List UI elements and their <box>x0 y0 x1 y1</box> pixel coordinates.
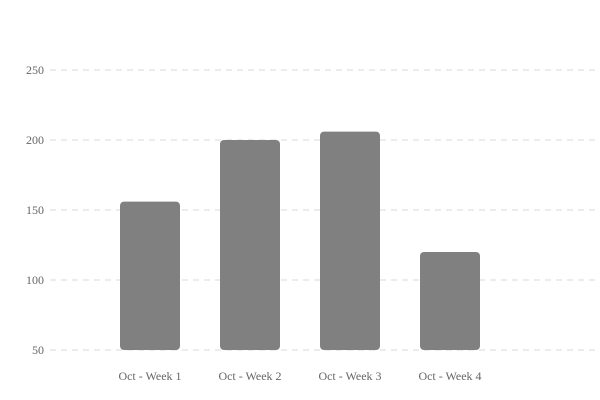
y-axis-ticks: 50 100 150 200 250 <box>26 63 44 357</box>
x-category-label: Oct - Week 3 <box>318 369 381 383</box>
bar-3[interactable] <box>320 131 380 350</box>
x-category-label: Oct - Week 2 <box>218 369 281 383</box>
x-category-label: Oct - Week 4 <box>418 369 481 383</box>
bar-4[interactable] <box>420 252 480 350</box>
x-axis-labels: Oct - Week 1 Oct - Week 2 Oct - Week 3 Oct … <box>118 369 481 383</box>
y-tick-label: 150 <box>26 203 44 217</box>
y-tick-label: 200 <box>26 133 44 147</box>
y-tick-label: 250 <box>26 63 44 77</box>
y-tick-label: 100 <box>26 273 44 287</box>
x-category-label: Oct - Week 1 <box>118 369 181 383</box>
y-tick-label: 50 <box>32 343 44 357</box>
bar-1[interactable] <box>120 201 180 350</box>
bar-2[interactable] <box>220 140 280 350</box>
bars <box>120 131 480 350</box>
